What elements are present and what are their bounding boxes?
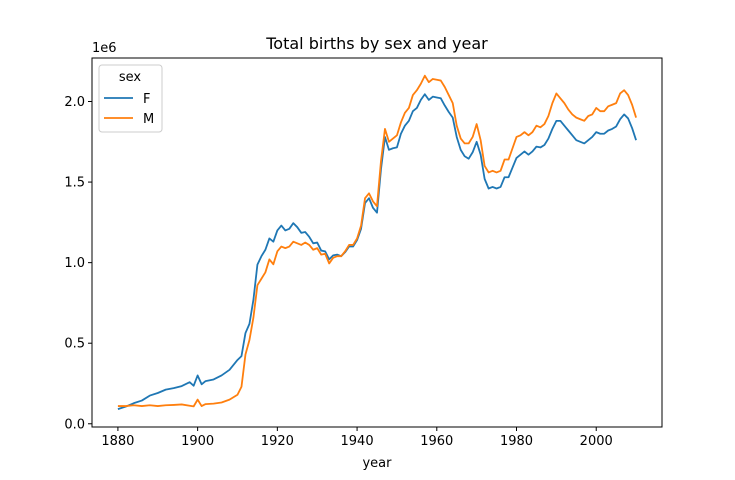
x-tick-label: 2000 bbox=[580, 434, 613, 449]
x-tick-label: 1900 bbox=[181, 434, 214, 449]
x-axis-label: year bbox=[362, 456, 392, 471]
plot-lines bbox=[117, 74, 637, 410]
x-tick-label: 1920 bbox=[261, 434, 294, 449]
x-tick-label: 1880 bbox=[101, 434, 134, 449]
x-tick-label: 1980 bbox=[500, 434, 533, 449]
y-tick-label: 1.0 bbox=[64, 256, 85, 271]
series-line-m bbox=[117, 74, 637, 408]
chart-title: Total births by sex and year bbox=[265, 34, 488, 53]
y-tick-label: 1.5 bbox=[64, 176, 85, 191]
y-tick-label: 0.0 bbox=[64, 417, 85, 432]
legend: sex F M bbox=[98, 64, 163, 133]
legend-title: sex bbox=[119, 70, 142, 85]
series-line-f bbox=[117, 93, 637, 410]
y-tick-label: 0.5 bbox=[64, 337, 85, 352]
x-tick-label: 1960 bbox=[420, 434, 453, 449]
y-scale-label: 1e6 bbox=[92, 41, 117, 56]
legend-label-m: M bbox=[143, 112, 154, 127]
x-axis: 1880 1900 1920 1940 1960 1980 2000 bbox=[101, 427, 613, 449]
plot-frame bbox=[91, 57, 663, 428]
legend-label-f: F bbox=[143, 92, 150, 107]
x-tick-label: 1940 bbox=[341, 434, 374, 449]
y-axis: 0.0 0.5 1.0 1.5 2.0 bbox=[64, 95, 92, 432]
y-tick-label: 2.0 bbox=[64, 95, 85, 110]
